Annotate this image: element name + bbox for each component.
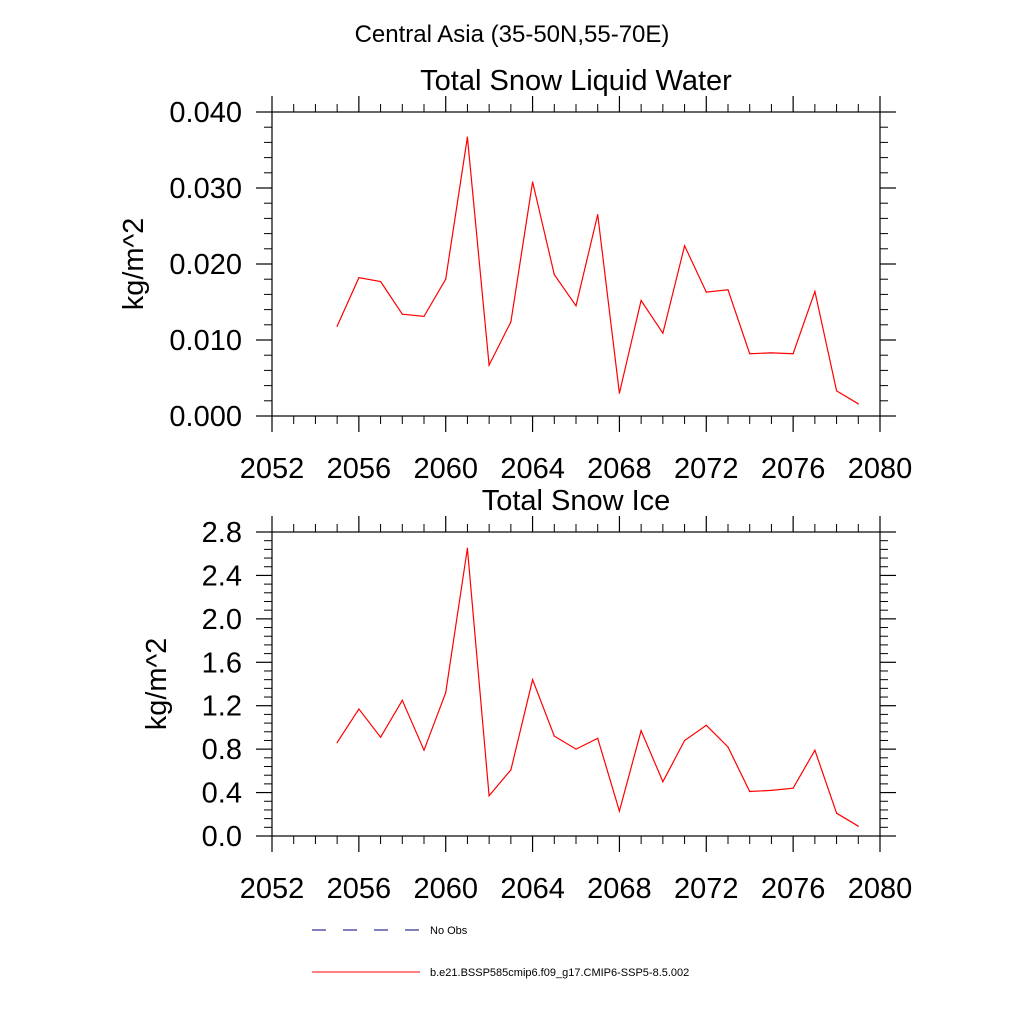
data-point [553,274,555,276]
x-tick-label: 2060 [413,873,478,905]
y-tick-label: 1.2 [202,691,242,723]
y-tick-label: 0.010 [169,325,242,357]
data-point [466,136,469,138]
data-point [510,321,512,323]
x-tick-label: 2068 [587,873,652,905]
legend-entry-2: b.e21.BSSP585cmip6.f09_g17.CMIP6-SSP5-8.… [312,967,689,979]
data-point [857,825,859,827]
data-point [597,737,599,739]
data-point [662,332,664,334]
y-tick-label: 2.0 [202,604,242,636]
x-tick-label: 2052 [240,873,305,905]
legend-entry-1: No Obs [312,925,468,937]
data-point [835,390,838,392]
legend-label: b.e21.BSSP585cmip6.f09_g17.CMIP6-SSP5-8.… [430,967,689,979]
x-tick-label: 2064 [500,873,565,905]
data-point [531,181,534,183]
x-tick-label: 2072 [674,453,739,485]
y-tick-label: 0.000 [169,401,242,433]
x-tick-label: 2068 [587,453,652,485]
data-point [749,790,751,793]
x-tick-label: 2056 [327,873,392,905]
data-point [792,787,794,789]
x-tick-label: 2076 [761,873,826,905]
y-tick-label: 0.020 [169,249,242,281]
y-tick-label: 0.0 [202,821,242,853]
data-point [531,679,534,681]
data-point [510,769,512,771]
data-point [401,313,403,315]
data-point [618,810,621,812]
data-point [575,748,577,750]
legend-label: No Obs [430,925,468,937]
page-title: Central Asia (35-50N,55-70E) [355,21,670,48]
data-point [792,353,794,355]
y-tick-label: 2.4 [202,560,242,592]
data-point [662,781,664,783]
data-point [358,277,360,279]
data-point [575,305,577,307]
data-point [488,795,490,797]
x-tick-label: 2080 [848,453,913,485]
chart-title: Total Snow Ice [482,485,671,517]
data-point [727,746,729,748]
series-1 [336,547,859,827]
y-axis-label: kg/m^2 [118,218,150,311]
x-tick-label: 2076 [761,453,826,485]
x-tick-label: 2080 [848,873,913,905]
data-point [358,708,360,710]
y-tick-label: 2.8 [202,517,242,549]
data-point [749,353,751,355]
x-tick-label: 2072 [674,873,739,905]
data-point [705,291,707,293]
data-point [618,392,621,394]
data-point [705,724,707,726]
y-tick-label: 0.4 [202,778,242,810]
plot-frame [271,111,881,417]
data-point [727,289,729,291]
data-point [640,299,642,302]
data-point [835,812,838,814]
data-point [640,730,642,732]
plot-frame [271,531,881,837]
data-point [488,364,490,366]
data-point [445,692,447,694]
data-point [445,278,447,280]
chart-panels: Total Snow Liquid Water 2052 2056 2060 2064 2… [118,65,912,905]
data-point [683,245,686,247]
data-point [466,547,469,549]
data-point [336,742,338,744]
data-point [401,699,403,701]
y-tick-label: 0.030 [169,173,242,205]
data-point [857,403,859,405]
chart-title: Total Snow Liquid Water [420,65,732,97]
series-line [336,548,859,827]
data-point [336,325,338,327]
y-tick-label: 0.040 [169,97,242,129]
chart-panel-1: Total Snow Liquid Water 2052 2056 2060 2064 2… [118,65,912,485]
x-tick-label: 2060 [413,453,478,485]
data-point [597,214,599,216]
data-point [770,789,773,792]
series-1 [336,136,859,405]
data-point [770,352,773,354]
data-point [683,739,686,742]
x-tick-label: 2064 [500,453,565,485]
y-axis-label: kg/m^2 [141,638,173,731]
y-tick-label: 0.8 [202,734,242,766]
chart-panel-2: Total Snow Ice 2052 2056 2060 2064 2068 2072 20… [141,485,912,905]
data-point [814,749,816,751]
y-tick-label: 1.6 [202,647,242,679]
series-line [336,137,859,405]
data-point [379,280,382,283]
x-tick-label: 2052 [240,453,305,485]
data-point [379,736,382,738]
data-point [423,315,425,318]
data-point [553,735,555,737]
x-tick-label: 2056 [327,453,392,485]
legend: No Obs b.e21.BSSP585cmip6.f09_g17.CMIP6-S… [312,925,689,979]
data-point [423,749,425,751]
data-point [814,290,816,292]
